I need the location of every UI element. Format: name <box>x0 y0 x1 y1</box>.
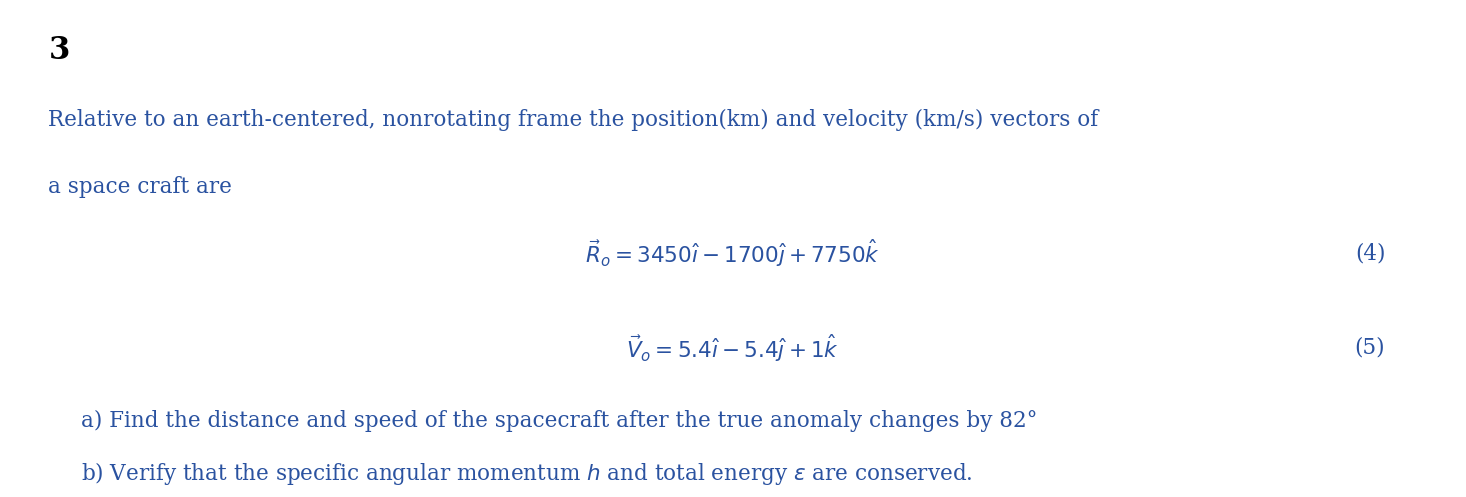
Text: (4): (4) <box>1355 243 1385 264</box>
Text: a space craft are: a space craft are <box>48 176 232 198</box>
Text: b) Verify that the specific angular momentum $h$ and total energy $\epsilon$ are: b) Verify that the specific angular mome… <box>81 460 972 487</box>
Text: $\vec{R}_o = 3450\hat{\imath} - 1700\hat{\jmath} + 7750\hat{k}$: $\vec{R}_o = 3450\hat{\imath} - 1700\hat… <box>585 238 881 269</box>
Text: a) Find the distance and speed of the spacecraft after the true anomaly changes : a) Find the distance and speed of the sp… <box>81 410 1036 432</box>
Text: (5): (5) <box>1355 337 1385 359</box>
Text: 3: 3 <box>48 35 70 66</box>
Text: $\vec{V}_o = 5.4\hat{\imath} - 5.4\hat{\jmath} + 1\hat{k}$: $\vec{V}_o = 5.4\hat{\imath} - 5.4\hat{\… <box>626 332 840 364</box>
Text: Relative to an earth-centered, nonrotating frame the position(km) and velocity (: Relative to an earth-centered, nonrotati… <box>48 109 1098 131</box>
